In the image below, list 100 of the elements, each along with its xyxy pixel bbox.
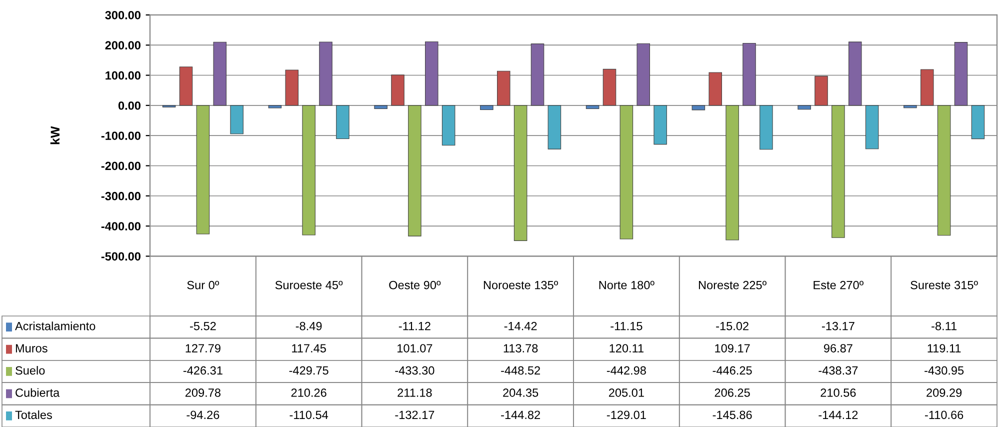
bar <box>692 105 706 110</box>
x-tick-label: Noreste 225º <box>698 280 766 290</box>
legend-label: Acristalamiento <box>15 322 96 330</box>
y-tick-label: 0.00 <box>118 101 140 110</box>
bar <box>196 105 210 234</box>
bar <box>530 44 544 106</box>
data-label: -129.01 <box>606 410 646 420</box>
data-label: -8.11 <box>932 322 957 330</box>
y-tick-label: -500.00 <box>101 252 140 261</box>
bar <box>848 42 862 106</box>
legend-label: Cubierta <box>16 388 60 397</box>
bar <box>442 105 456 146</box>
data-label: 204.35 <box>503 388 538 397</box>
bar <box>285 70 299 106</box>
bar <box>514 105 528 241</box>
bar <box>971 105 985 140</box>
bar <box>954 42 968 106</box>
x-tick-label: Este 270º <box>814 280 864 290</box>
bar <box>480 105 494 110</box>
data-label: 96.87 <box>824 344 852 352</box>
bar <box>302 105 316 236</box>
x-tick-label: Norte 180º <box>599 280 654 290</box>
data-label: -442.98 <box>606 366 646 375</box>
bar <box>904 105 917 108</box>
x-tick-label: Sur 0º <box>187 280 220 290</box>
x-tick-label: Sureste 315º <box>910 280 978 290</box>
x-tick-label: Suroeste 45º <box>275 280 343 290</box>
data-label: -430.95 <box>924 366 964 375</box>
data-label: 120.11 <box>610 344 644 352</box>
data-label: -438.37 <box>818 366 858 375</box>
y-tick-label: -300.00 <box>101 192 140 200</box>
y-tick-label: 100.00 <box>106 71 140 80</box>
legend-label: Muros <box>16 344 48 352</box>
bar <box>654 105 667 145</box>
data-label: -448.52 <box>501 366 540 375</box>
data-label: -132.17 <box>395 410 434 420</box>
data-label: 210.26 <box>291 388 326 397</box>
data-label: -5.52 <box>190 322 216 330</box>
bar <box>937 105 951 236</box>
bar <box>602 68 616 106</box>
bar <box>726 105 739 240</box>
data-label: -144.12 <box>818 410 858 419</box>
data-label: -426.31 <box>183 366 222 375</box>
data-label: 127.79 <box>186 344 220 352</box>
data-label: -110.66 <box>925 410 964 420</box>
data-label: 210.56 <box>820 388 856 397</box>
data-label: 113.78 <box>504 344 538 352</box>
bar <box>586 105 600 110</box>
bar <box>760 105 773 150</box>
y-tick-label: 200.00 <box>105 41 140 50</box>
bar <box>708 72 722 106</box>
bar <box>798 105 811 110</box>
bar <box>374 105 388 110</box>
data-label: -429.75 <box>289 366 328 375</box>
data-label: 209.29 <box>926 388 962 397</box>
bar <box>336 105 350 140</box>
bar <box>865 105 879 150</box>
bar <box>636 43 650 106</box>
bar <box>408 105 422 236</box>
data-label: 109.17 <box>715 344 750 352</box>
data-label: -446.25 <box>712 366 752 375</box>
bar <box>832 105 845 238</box>
data-label: -15.02 <box>716 322 748 330</box>
data-label: 206.25 <box>714 388 750 397</box>
data-label: -433.30 <box>395 366 434 375</box>
y-tick-label: 300.00 <box>105 10 140 20</box>
data-label: 211.18 <box>398 388 432 397</box>
bar <box>319 42 332 106</box>
bar <box>920 69 934 106</box>
bar <box>620 105 634 240</box>
bar <box>814 76 828 106</box>
data-label: -94.26 <box>186 410 220 420</box>
data-label: -14.42 <box>504 322 537 330</box>
bar <box>548 105 562 150</box>
x-tick-label: Oeste 90º <box>389 280 441 290</box>
bar <box>424 41 438 106</box>
y-tick-label: -200.00 <box>101 162 140 170</box>
legend-label: Totales <box>15 410 52 420</box>
y-tick-label: -400.00 <box>101 222 140 230</box>
data-label: -8.49 <box>296 322 322 330</box>
data-label: -110.54 <box>290 410 328 420</box>
data-label: 119.11 <box>928 344 961 352</box>
data-label: -11.12 <box>398 322 430 330</box>
data-label: -11.15 <box>610 322 642 330</box>
data-label: -13.17 <box>822 322 854 330</box>
bar <box>179 66 193 106</box>
data-label: -144.82 <box>501 410 540 420</box>
bar <box>391 74 404 106</box>
data-label: 101.07 <box>398 344 432 352</box>
data-label: 205.01 <box>608 388 644 397</box>
y-tick-label: -100.00 <box>101 132 140 140</box>
bar <box>230 105 244 134</box>
x-tick-label: Noroeste 135º <box>484 280 558 290</box>
bar <box>742 42 756 106</box>
legend-label: Suelo <box>16 366 45 375</box>
bar <box>496 70 510 106</box>
data-label: 209.78 <box>185 388 220 397</box>
data-label: 117.45 <box>292 344 326 352</box>
bar <box>213 42 227 106</box>
bar <box>268 105 282 108</box>
